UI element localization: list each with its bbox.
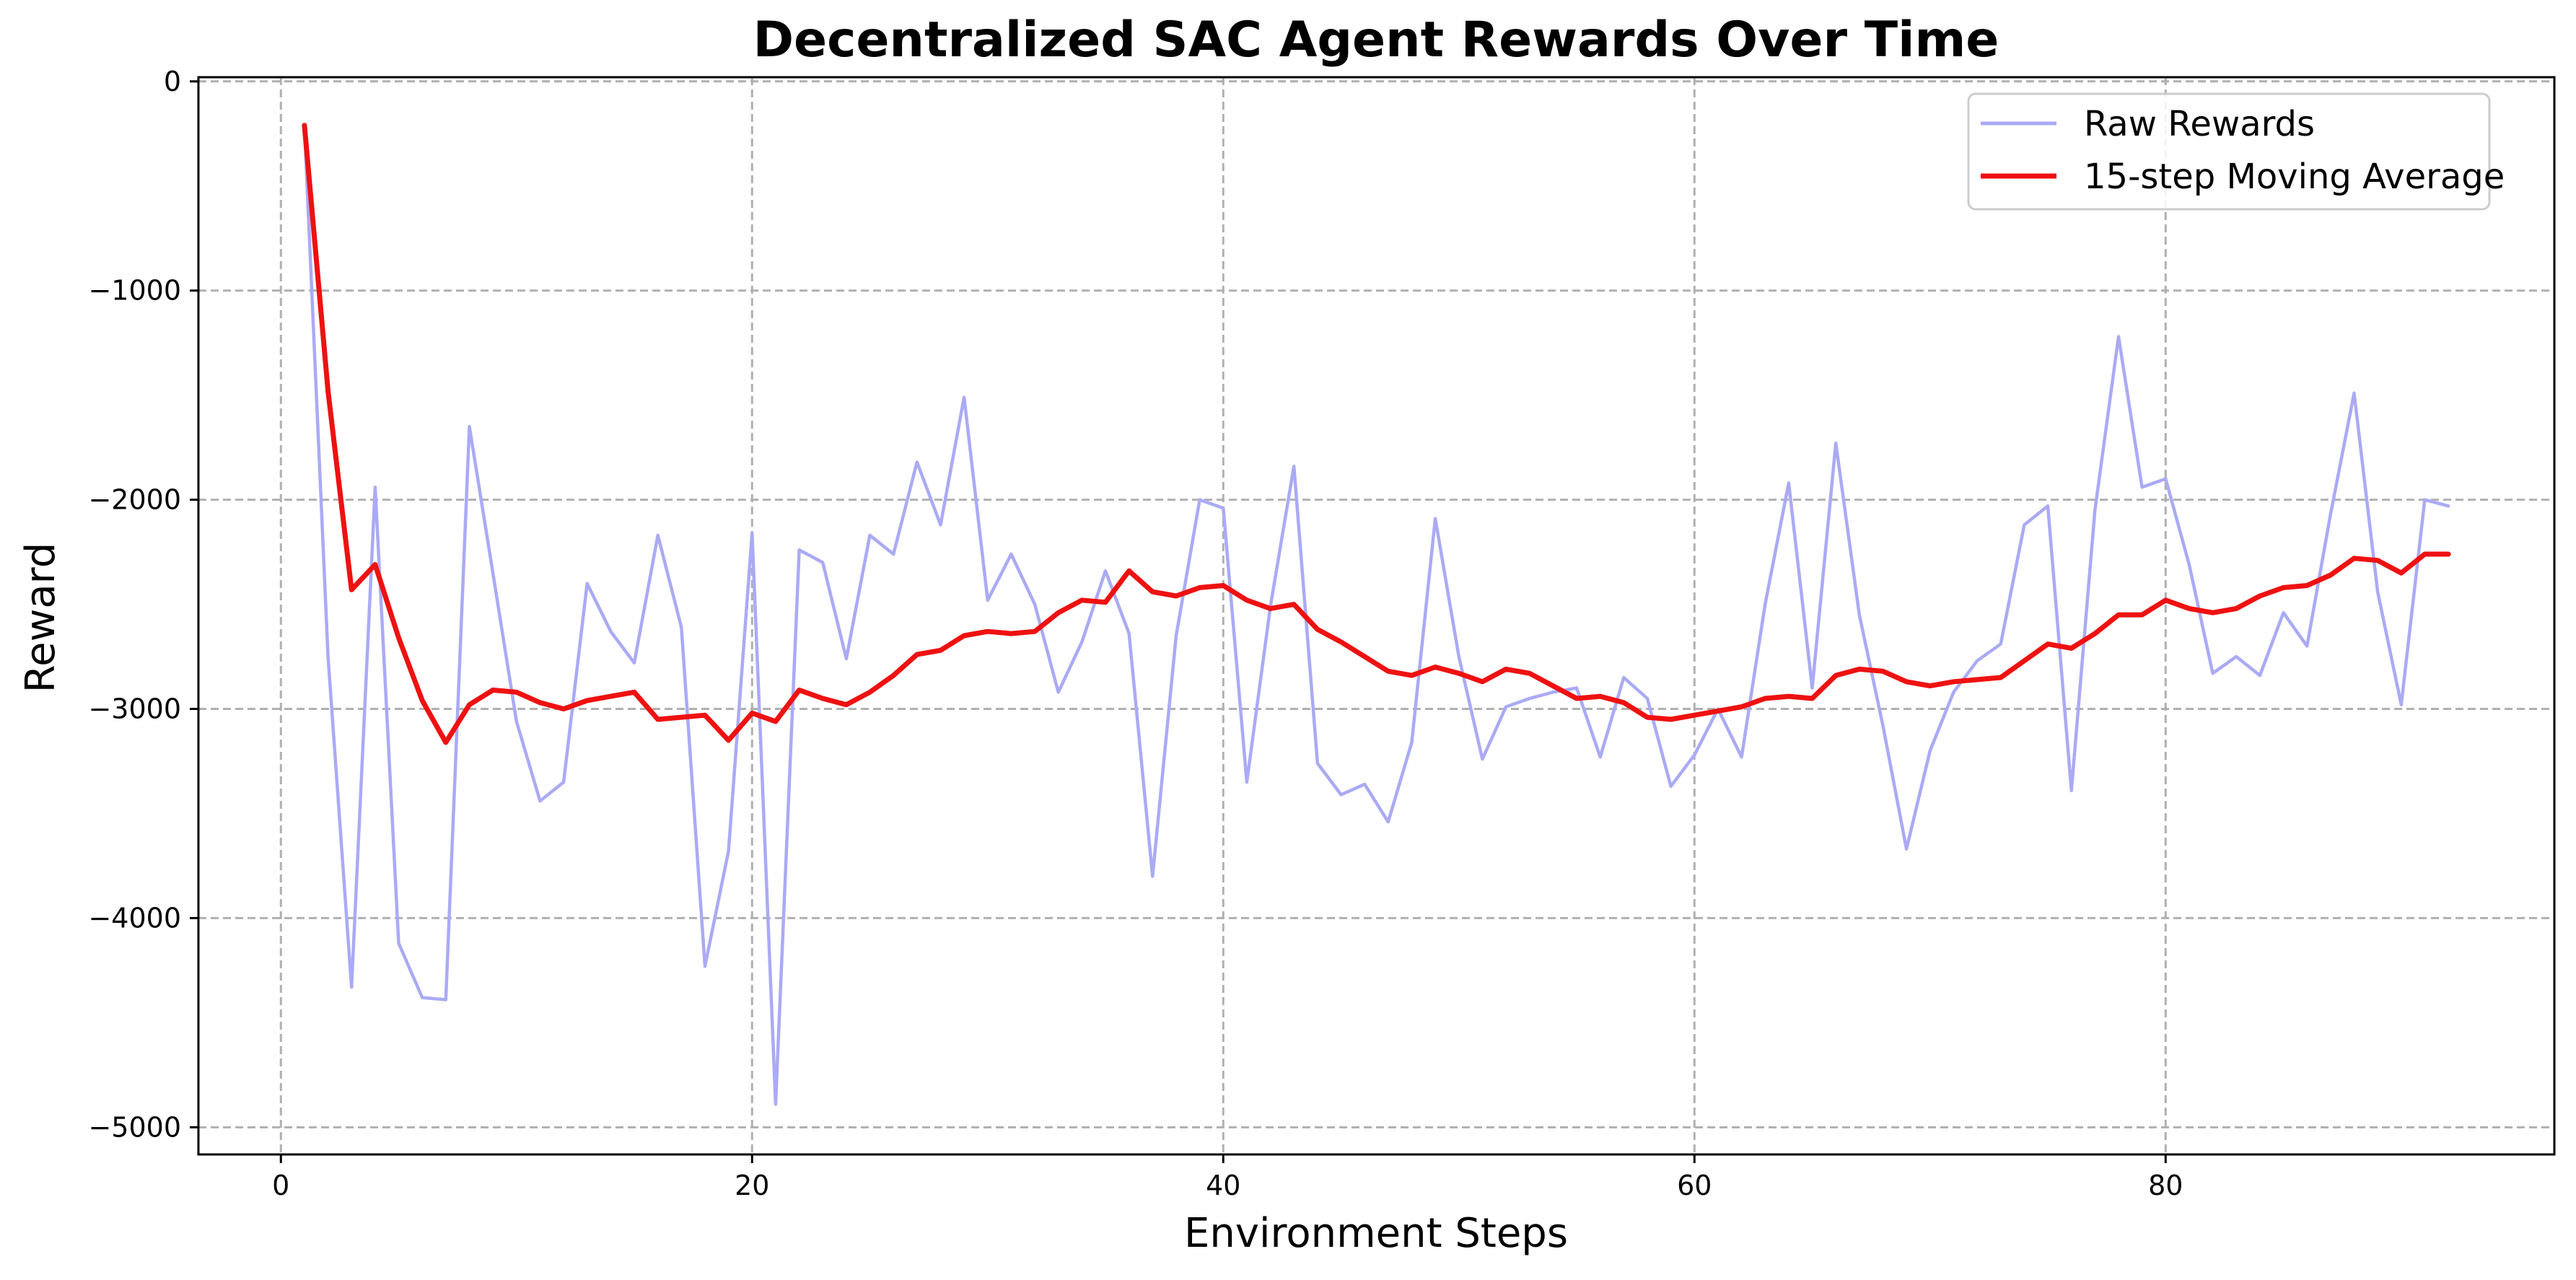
legend-label-raw: Raw Rewards (2084, 104, 2315, 144)
axis-ticks: 0 20 40 60 80 0 −1000 −2000 −3000 −4000 −5000 (88, 66, 2183, 1201)
y-tick-label: −2000 (88, 484, 181, 516)
y-tick-label: 0 (164, 66, 181, 97)
x-axis-label: Environment Steps (1184, 1210, 1568, 1257)
y-axis-label: Reward (17, 543, 64, 693)
plot-frame (197, 76, 2556, 1156)
legend-label-moving-average: 15-step Moving Average (2084, 157, 2505, 197)
x-tick-label: 40 (1206, 1170, 1240, 1201)
series-lines (302, 123, 2451, 1106)
x-tick-label: 20 (735, 1170, 769, 1201)
y-tick-label: −5000 (88, 1111, 181, 1143)
legend: Raw Rewards 15-step Moving Average (1967, 92, 2505, 211)
chart-title: Decentralized SAC Agent Rewards Over Tim… (753, 12, 1999, 69)
x-tick-label: 80 (2148, 1170, 2183, 1201)
plot-area (198, 77, 2554, 1154)
series-line-raw-rewards (302, 123, 2450, 1106)
y-tick-label: −4000 (88, 902, 181, 934)
x-tick-label: 60 (1677, 1170, 1712, 1201)
grid (198, 77, 2554, 1154)
series-line-moving-average (302, 123, 2451, 745)
y-tick-label: −1000 (88, 275, 181, 307)
y-tick-label: −3000 (88, 693, 181, 725)
legend-frame (1967, 92, 2491, 211)
x-tick-label: 0 (272, 1170, 289, 1201)
